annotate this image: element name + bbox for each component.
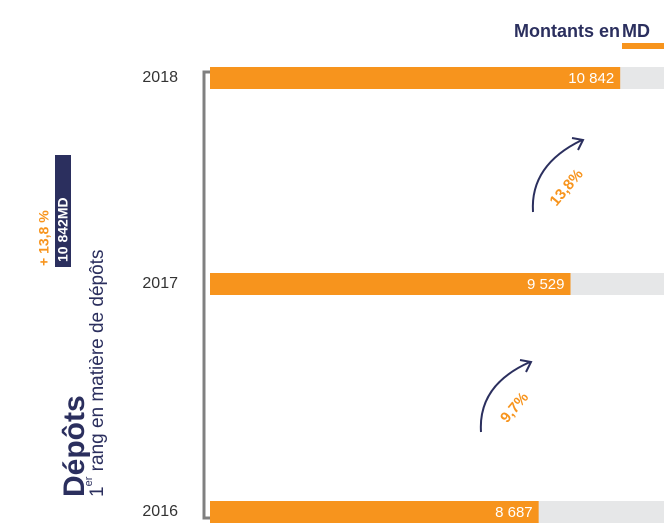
- arrow: [479, 361, 531, 433]
- highlight: 10 842MD: [55, 197, 71, 262]
- arrow-head: [519, 359, 533, 373]
- value-label: 8 687: [495, 504, 533, 521]
- arrow: [531, 139, 583, 213]
- value-label: 9 529: [527, 276, 565, 293]
- bar: [210, 273, 571, 295]
- value-label: 10 842: [568, 70, 614, 87]
- subtitle-suffix: er: [83, 476, 95, 486]
- subtitle-rank: 1: [87, 486, 108, 497]
- unit-label: Montants en: [514, 21, 620, 41]
- bar: [210, 501, 539, 523]
- y-tick-label: 2017: [142, 275, 178, 292]
- subtitle: 1er rang en matière de dépôts: [83, 250, 108, 497]
- bracket: [202, 70, 210, 520]
- y-tick-label: 2018: [142, 69, 178, 86]
- title-group: Dépôts: [58, 395, 91, 497]
- growth: + 13,8 %: [36, 210, 52, 266]
- annotation: 13,8%: [546, 166, 586, 210]
- unit-underline: [622, 43, 664, 49]
- annotation-group: 13,8%: [546, 166, 586, 210]
- bar: [210, 67, 621, 89]
- chart-title: Dépôts: [58, 395, 91, 497]
- unit-label-unit: MD: [622, 21, 650, 41]
- annotation-group: 9,7%: [497, 389, 532, 426]
- highlight-group: 10 842MD: [55, 197, 71, 262]
- y-tick-label: 2016: [142, 503, 178, 520]
- annotation: 9,7%: [497, 389, 532, 426]
- arrow-head: [571, 137, 585, 151]
- growth-group: + 13,8 %: [36, 210, 52, 266]
- subtitle-group: 1er rang en matière de dépôts: [83, 250, 108, 497]
- subtitle-text: rang en matière de dépôts: [87, 250, 108, 477]
- highlight-box: [55, 155, 71, 267]
